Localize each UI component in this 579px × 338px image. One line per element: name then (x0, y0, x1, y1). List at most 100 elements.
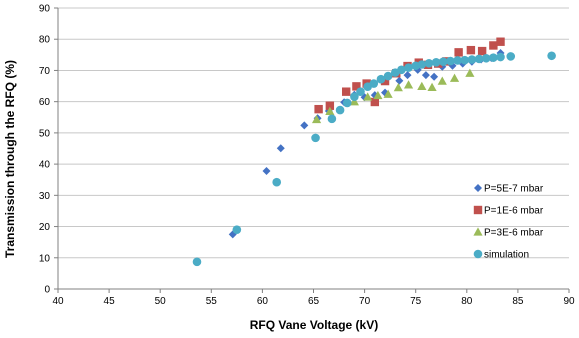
y-tick-label: 80 (39, 35, 51, 46)
data-point-circle (474, 54, 484, 64)
data-point-diamond (262, 166, 271, 175)
data-point-circle (481, 53, 491, 63)
y-tick-label: 60 (39, 97, 51, 108)
legend-marker-triangle (473, 227, 483, 236)
legend-item: P=5E-7 mbar (474, 184, 544, 195)
data-point-circle (192, 257, 202, 267)
y-tick-label: 70 (39, 66, 51, 77)
legend-label: P=5E-7 mbar (484, 184, 544, 195)
data-point-circle (547, 51, 556, 61)
x-tick-label: 50 (155, 296, 167, 307)
legend-item: P=3E-6 mbar (473, 227, 544, 239)
x-tick-label: 75 (410, 296, 422, 307)
data-point-circle (506, 52, 516, 61)
data-point-circle (342, 98, 352, 108)
y-tick-label: 40 (39, 160, 51, 171)
data-point-triangle (403, 80, 414, 89)
series-1 (228, 48, 505, 239)
data-point-triangle (465, 68, 475, 77)
data-point-circle (356, 87, 365, 96)
legend-marker-circle (473, 249, 483, 259)
x-tick-label: 40 (52, 296, 64, 307)
data-point-circle (453, 56, 462, 65)
data-point-triangle (325, 106, 335, 116)
data-point-circle (446, 56, 455, 66)
series-3 (311, 68, 475, 124)
data-point-square (454, 48, 463, 57)
data-point-circle (376, 74, 386, 84)
gridlines (58, 7, 569, 259)
x-tick-label: 70 (359, 296, 371, 307)
data-point-diamond (276, 144, 285, 153)
x-tick-label: 55 (206, 296, 218, 307)
x-tick-label: 45 (104, 296, 116, 307)
y-axis-title: Transmission through the RFQ (%) (3, 60, 17, 258)
data-point-circle (350, 92, 359, 101)
data-point-triangle (427, 82, 437, 91)
axes: 0 10 20 30 40 50 60 70 80 90 40 45 50 55 60 65 70 75 80 85 9… (39, 4, 575, 308)
data-point-circle (496, 52, 505, 62)
data-point-square (370, 97, 380, 107)
y-tick-label: 10 (39, 253, 51, 264)
data-point-circle (383, 71, 393, 81)
legend-marker-diamond (474, 184, 482, 192)
data-point-diamond (421, 71, 430, 80)
data-point-triangle (417, 81, 427, 91)
x-tick-label: 85 (512, 296, 524, 307)
data-point-diamond (395, 76, 404, 85)
data-point-circle (335, 105, 345, 115)
y-tick-label: 30 (39, 191, 51, 202)
data-point-triangle (437, 76, 447, 85)
data-point-circle (431, 58, 441, 67)
data-point-triangle (311, 114, 322, 124)
data-point-diamond (403, 71, 412, 80)
legend-label: P=3E-6 mbar (484, 228, 544, 239)
data-point-circle (369, 79, 379, 88)
data-point-circle (438, 57, 448, 67)
y-tick-label: 50 (39, 128, 51, 139)
legend-item: simulation (473, 249, 529, 261)
data-point-circle (460, 55, 470, 65)
data-point-square (352, 82, 361, 91)
data-point-circle (417, 60, 427, 69)
data-point-triangle (393, 83, 403, 92)
data-point-triangle (373, 90, 383, 100)
data-point-circle (232, 225, 242, 234)
data-point-circle (311, 133, 320, 143)
data-point-triangle (449, 73, 460, 82)
data-point-square (466, 45, 476, 55)
legend-label: P=1E-6 mbar (484, 206, 544, 217)
data-points (192, 37, 556, 267)
x-tick-label: 90 (563, 296, 575, 307)
data-point-square (380, 76, 390, 86)
data-point-square (314, 104, 323, 114)
data-point-triangle (363, 92, 373, 101)
data-point-square (496, 37, 505, 46)
x-tick-label: 65 (308, 296, 320, 307)
legend-item: P=1E-6 mbar (473, 205, 544, 217)
data-point-diamond (430, 72, 439, 81)
x-tick-label: 60 (257, 296, 269, 307)
y-tick-label: 90 (39, 4, 51, 15)
data-point-square (489, 41, 498, 50)
data-point-circle (404, 63, 413, 72)
legend-marker-square (473, 205, 483, 215)
data-point-square (477, 46, 487, 56)
data-point-circle (424, 58, 434, 68)
data-point-triangle (383, 89, 393, 98)
data-point-circle (272, 177, 282, 187)
y-tick-label: 0 (44, 285, 50, 296)
data-point-triangle (349, 97, 359, 106)
data-point-circle (327, 114, 337, 124)
legend: P=5E-7 mbar P=1E-6 mbar P=3E-6 mbar simulat… (473, 184, 544, 261)
data-point-circle (397, 65, 406, 75)
y-tick-label: 20 (39, 222, 51, 233)
legend-label: simulation (484, 250, 529, 261)
data-point-circle (489, 53, 498, 62)
x-tick-label: 80 (461, 296, 473, 307)
data-point-diamond (300, 121, 309, 130)
data-point-circle (467, 55, 477, 64)
data-point-square (325, 101, 335, 110)
